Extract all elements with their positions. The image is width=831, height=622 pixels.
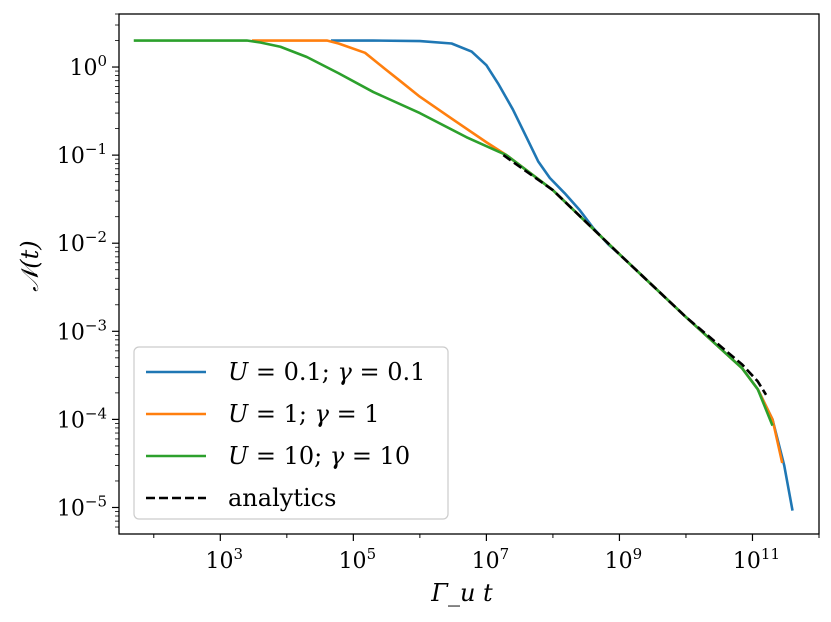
y-tick-label-3-base: 10 xyxy=(57,320,85,345)
y-tick-label-1-exp: −1 xyxy=(85,140,107,158)
x-tick-label-2-exp: 7 xyxy=(500,545,510,563)
y-tick-label-2: 10−2 xyxy=(57,228,107,257)
y-tick-label-4: 10−4 xyxy=(57,404,107,433)
y-tick-label-5-base: 10 xyxy=(57,496,85,521)
x-tick-label-3: 109 xyxy=(605,545,643,574)
y-tick-label-5-exp: −5 xyxy=(85,492,107,510)
legend-label-3: analytics xyxy=(228,484,336,512)
x-tick-label-4: 1011 xyxy=(733,545,780,574)
x-axis-label: Γ_u t xyxy=(430,579,493,607)
plot-frame xyxy=(118,13,820,535)
x-tick-label-0: 103 xyxy=(206,545,244,574)
y-tick-label-2-exp: −2 xyxy=(85,228,107,246)
x-tick-label-2: 107 xyxy=(472,545,510,574)
x-tick-label-0-exp: 3 xyxy=(234,545,244,563)
x-tick-label-3-base: 10 xyxy=(605,549,633,574)
y-tick-label-5: 10−5 xyxy=(57,492,107,521)
legend-label-0: U = 0.1; γ = 0.1 xyxy=(228,358,425,386)
x-tick-label-3-exp: 9 xyxy=(633,545,643,563)
series-line-2 xyxy=(133,39,774,427)
y-tick-label-4-exp: −4 xyxy=(85,404,107,422)
y-tick-label-0-base: 10 xyxy=(69,56,97,81)
y-axis-label-text: 𝒩(t) xyxy=(16,240,44,291)
legend: U = 0.1; γ = 0.1 U = 1; γ = 1 U = 10; γ = … xyxy=(133,346,449,520)
y-tick-label-1-base: 10 xyxy=(57,144,85,169)
y-tick-label-3-exp: −3 xyxy=(85,316,107,334)
legend-box xyxy=(133,346,449,520)
y-tick-label-4-base: 10 xyxy=(57,408,85,433)
x-tick-label-4-base: 10 xyxy=(733,549,761,574)
y-tick-label-2-base: 10 xyxy=(57,232,85,257)
y-tick-label-0: 100 xyxy=(69,52,107,81)
y-tick-label-1: 10−1 xyxy=(57,140,107,169)
legend-label-2: U = 10; γ = 10 xyxy=(228,442,410,470)
y-axis-label: 𝒩(t) xyxy=(16,240,44,291)
x-axis-label-text: Γ_u t xyxy=(430,579,493,607)
x-tick-label-4-exp: 11 xyxy=(761,545,780,563)
x-tick-label-1-exp: 5 xyxy=(367,545,377,563)
x-tick-label-0-base: 10 xyxy=(206,549,234,574)
series-line-3 xyxy=(502,154,768,396)
legend-entries: U = 0.1; γ = 0.1 U = 1; γ = 1 U = 10; γ = … xyxy=(146,358,425,512)
y-tick-label-3: 10−3 xyxy=(57,316,107,345)
series-layer xyxy=(133,39,794,511)
x-tick-label-1-base: 10 xyxy=(339,549,367,574)
x-tick-label-2-base: 10 xyxy=(472,549,500,574)
x-tick-label-1: 105 xyxy=(339,545,377,574)
y-tick-label-0-exp: 0 xyxy=(97,52,107,70)
legend-label-1: U = 1; γ = 1 xyxy=(228,400,380,428)
